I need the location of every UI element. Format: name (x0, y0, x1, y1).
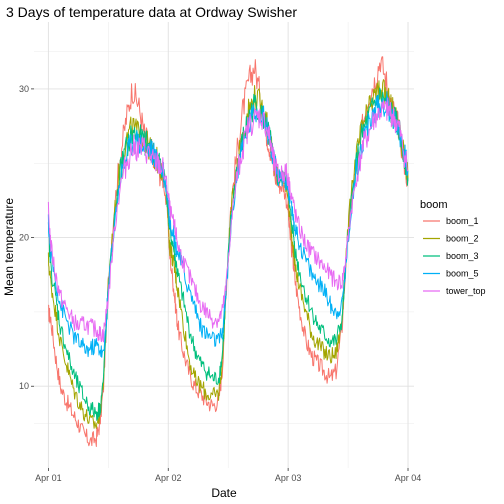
y-tick-label: 20 (19, 233, 29, 243)
y-axis-title: Mean temperature (2, 198, 16, 296)
legend-label-tower-top: tower_top (446, 286, 486, 296)
legend: boom boom_1 boom_2 boom_3 boom_5 tower_top (420, 199, 486, 296)
x-tick-label: Apr 02 (155, 473, 182, 483)
legend-label-boom-2: boom_2 (446, 234, 479, 244)
legend-label-boom-1: boom_1 (446, 216, 479, 226)
x-tick-label: Apr 01 (35, 473, 62, 483)
axes: 10 20 30 Apr 01 Apr 02 Apr 03 Apr 04 (19, 84, 421, 483)
chart-title: 3 Days of temperature data at Ordway Swi… (6, 4, 297, 20)
series-lines (47, 56, 409, 447)
y-tick-label: 10 (19, 381, 29, 391)
legend-label-boom-3: boom_3 (446, 251, 479, 261)
plot-panel (34, 22, 414, 468)
x-tick-label: Apr 04 (395, 473, 422, 483)
series-line-tower-top (47, 97, 409, 343)
y-tick-label: 30 (19, 84, 29, 94)
grid (34, 22, 414, 468)
legend-title: boom (420, 199, 448, 211)
x-axis-title: Date (211, 486, 237, 500)
x-tick-label: Apr 03 (275, 473, 302, 483)
legend-label-boom-5: boom_5 (446, 269, 479, 279)
